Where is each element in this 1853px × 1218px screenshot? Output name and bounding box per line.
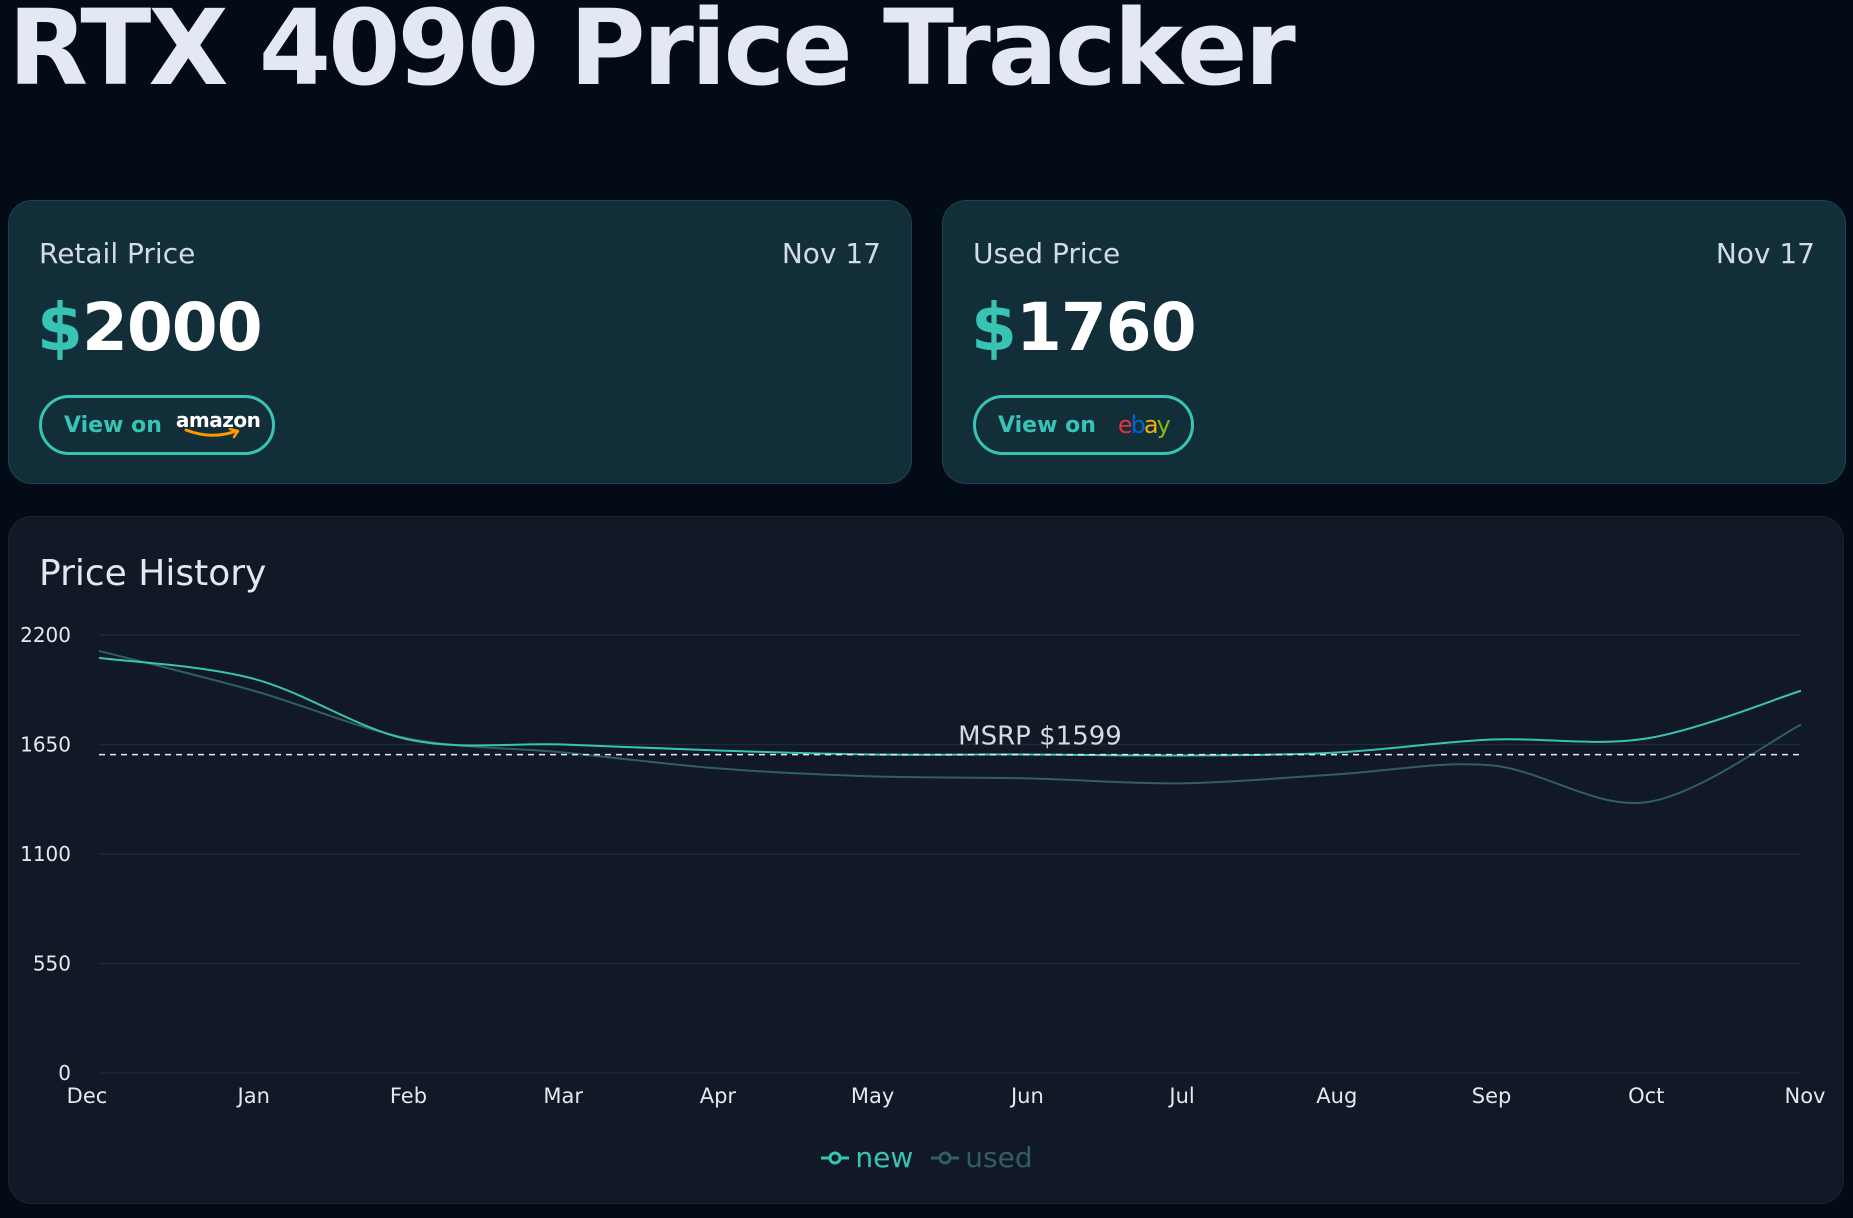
amazon-smile-icon [184,428,240,439]
used-price-label: Used Price [973,237,1121,270]
ebay-logo-letter-e: e [1117,411,1133,439]
x-tick-label-apr: Apr [700,1084,737,1108]
x-tick-label-may: May [851,1084,894,1108]
x-tick-label-aug: Aug [1316,1084,1357,1108]
ebay-logo-letter-y: y [1156,411,1171,439]
price-history-card: Price History 0 550 1100 1650 2200 Dec Jan Feb M… [8,516,1844,1204]
x-tick-label-jul: Jul [1167,1084,1194,1108]
price-history-chart: 0 550 1100 1650 2200 Dec Jan Feb Mar Apr May Jun Jul… [20,623,1826,1108]
price-history-title: Price History [39,553,267,594]
legend-item-used[interactable]: used [931,1141,1033,1174]
series-line-used [98,649,1802,805]
y-tick-label-2200: 2200 [20,623,71,647]
retail-price-label: Retail Price [39,237,196,270]
y-tick-label-1100: 1100 [20,842,71,866]
legend-marker-used-icon [931,1151,960,1164]
view-on-ebay-label: View on [998,412,1096,438]
x-tick-label-sep: Sep [1472,1084,1512,1108]
ebay-logo-letter-b: b [1130,411,1146,439]
y-tick-label-1650: 1650 [20,733,71,757]
used-currency-symbol: $ [971,289,1017,366]
retail-price-card: Retail Price Nov 17 $2000 View on amazon [8,200,912,484]
used-price-date: Nov 17 [1715,237,1815,270]
retail-currency-symbol: $ [37,289,83,366]
x-tick-label-oct: Oct [1628,1084,1664,1108]
x-tick-label-feb: Feb [390,1084,427,1108]
series-line-new [98,656,1802,757]
ebay-logo-letter-a: a [1143,411,1159,439]
x-tick-label-dec: Dec [67,1084,108,1108]
x-tick-label-nov: Nov [1785,1084,1826,1108]
page-title: RTX 4090 Price Tracker [8,0,1296,109]
msrp-reference-label: MSRP $1599 [958,722,1122,752]
retail-price-date: Nov 17 [781,237,881,270]
view-on-amazon-button[interactable]: View on amazon [39,395,275,455]
amazon-logo: amazon [176,408,261,440]
x-tick-label-jun: Jun [1009,1084,1044,1108]
amazon-logo-text: amazon [175,408,261,432]
used-price-amount: 1760 [1015,289,1197,366]
view-on-amazon-label: View on [64,412,162,438]
x-tick-label-mar: Mar [543,1084,583,1108]
retail-price-amount: 2000 [81,289,263,366]
y-tick-label-0: 0 [58,1061,71,1085]
used-price-value: $1760 [971,289,1197,366]
y-tick-label-550: 550 [33,952,71,976]
legend-label-new: new [855,1141,914,1174]
chart-legend: new used [9,1141,1845,1174]
legend-label-used: used [965,1141,1033,1174]
legend-marker-new-icon [821,1151,850,1164]
retail-price-value: $2000 [37,289,263,366]
x-tick-label-jan: Jan [236,1084,270,1108]
legend-item-new[interactable]: new [821,1141,913,1174]
